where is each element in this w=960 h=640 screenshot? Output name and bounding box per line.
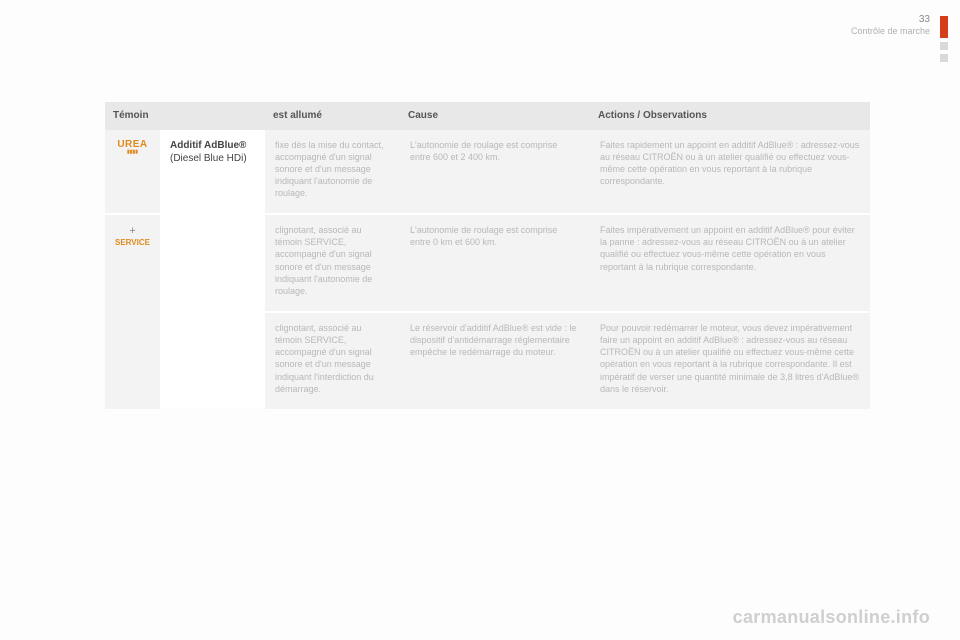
lit-state-cell: fixe dès la mise du contact, accompagné … — [265, 130, 400, 215]
page-number: 33 — [851, 14, 930, 25]
table-row: UREA ▮▮▮▮ Additif AdBlue® (Diesel Blue H… — [105, 130, 870, 215]
action-cell: Faites impérativement un appoint en addi… — [590, 214, 870, 312]
col-header-cause: Cause — [400, 102, 590, 130]
warning-icon-cell: + SERVICE — [105, 214, 160, 409]
warning-table: Témoin est allumé Cause Actions / Observ… — [105, 102, 870, 409]
table-header-row: Témoin est allumé Cause Actions / Observ… — [105, 102, 870, 130]
urea-icon-sub: ▮▮▮▮ — [117, 150, 147, 155]
additive-name-cell: Additif AdBlue® (Diesel Blue HDi) — [160, 130, 265, 409]
side-tab-accent — [940, 16, 948, 38]
urea-icon: UREA ▮▮▮▮ — [117, 140, 147, 155]
watermark-text: carmanualsonline.info — [733, 607, 930, 628]
plus-icon: + — [129, 225, 135, 237]
page-header-corner: 33 Contrôle de marche — [851, 14, 930, 36]
cause-cell: L'autonomie de roulage est comprise entr… — [400, 214, 590, 312]
manual-page: 33 Contrôle de marche Témoin est allumé … — [0, 0, 960, 640]
service-icon: SERVICE — [115, 238, 150, 249]
lit-state-cell: clignotant, associé au témoin SERVICE, a… — [265, 312, 400, 409]
side-marker — [940, 54, 948, 62]
section-title: Contrôle de marche — [851, 26, 930, 36]
lit-state-cell: clignotant, associé au témoin SERVICE, a… — [265, 214, 400, 312]
action-cell: Faites rapidement un appoint en additif … — [590, 130, 870, 215]
cause-cell: Le réservoir d'additif AdBlue® est vide … — [400, 312, 590, 409]
col-header-temoin: Témoin — [105, 102, 265, 130]
action-cell: Pour pouvoir redémarrer le moteur, vous … — [590, 312, 870, 409]
cause-cell: L'autonomie de roulage est comprise entr… — [400, 130, 590, 215]
additive-sub: (Diesel Blue HDi) — [170, 153, 247, 164]
side-marker — [940, 42, 948, 50]
col-header-actions: Actions / Observations — [590, 102, 870, 130]
col-header-allume: est allumé — [265, 102, 400, 130]
additive-name: Additif AdBlue® — [170, 140, 246, 151]
urea-icon-text: UREA — [117, 139, 147, 150]
warning-icon-cell: UREA ▮▮▮▮ — [105, 130, 160, 215]
